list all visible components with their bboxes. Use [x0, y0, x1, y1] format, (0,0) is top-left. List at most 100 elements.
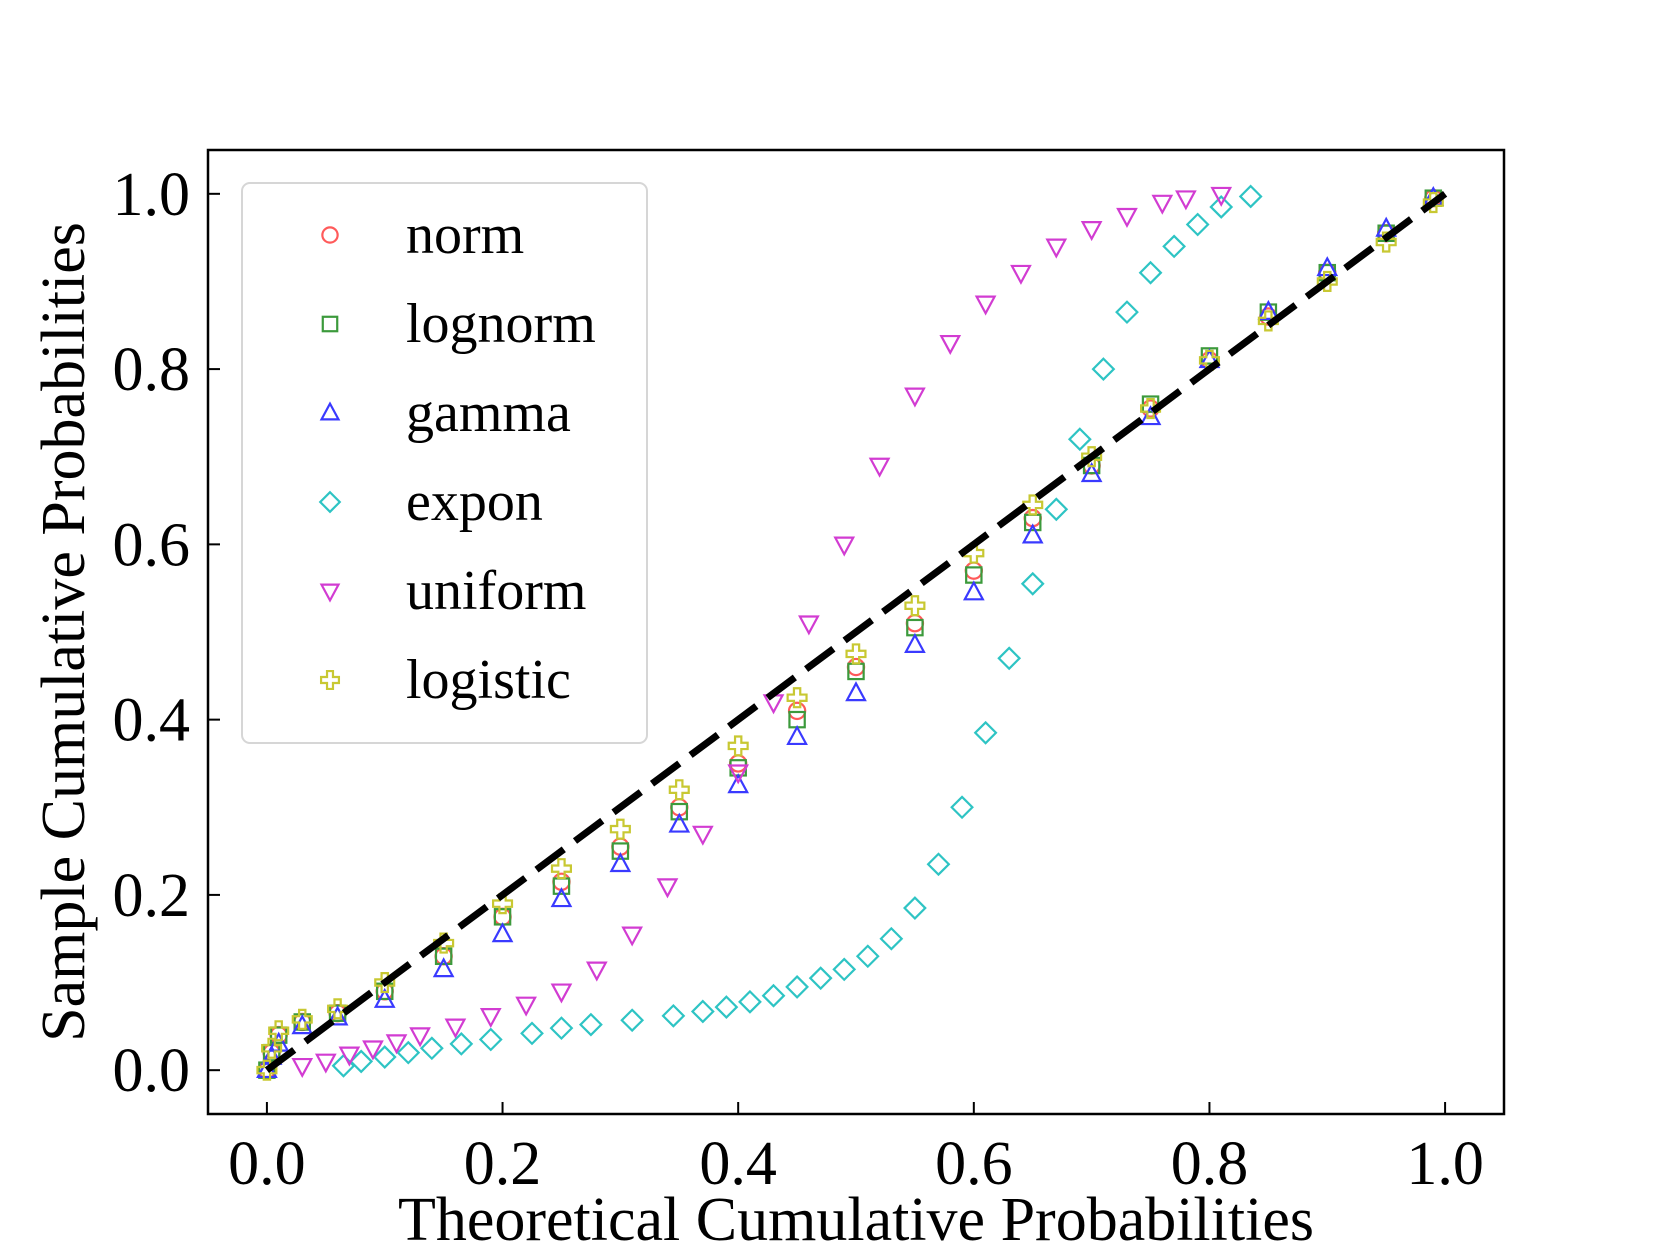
x-tick-label: 0.0 [228, 1130, 306, 1198]
data-point-expon [1115, 300, 1139, 325]
data-point-expon [1138, 260, 1163, 285]
data-point-uniform [291, 1057, 314, 1079]
data-point-expon [1185, 212, 1210, 237]
data-point-gamma [845, 681, 867, 702]
data-point-expon [903, 896, 927, 920]
data-point-uniform [362, 1040, 384, 1061]
data-point-lognorm [611, 842, 630, 860]
data-point-expon [520, 1021, 544, 1046]
data-point-expon [785, 975, 809, 999]
data-point-gamma [1257, 299, 1280, 320]
series-gamma [256, 185, 1445, 1079]
data-point-uniform [444, 1018, 467, 1039]
data-point-logistic [727, 735, 749, 757]
data-point-expon [1044, 497, 1069, 522]
data-point-expon [620, 1008, 645, 1033]
data-point-uniform [1080, 221, 1103, 242]
y-axis-ticks: 0.0 0.2 0.4 0.6 0.8 1.0 [113, 161, 220, 1105]
plot-frame [206, 148, 1506, 1116]
data-point-uniform [338, 1046, 361, 1067]
legend-label: logistic [406, 649, 571, 711]
data-point-lognorm [434, 947, 453, 966]
data-point-expon [761, 983, 786, 1008]
data-point-uniform [868, 457, 891, 478]
legend-item-gamma: gamma [319, 382, 571, 444]
data-point-expon [1020, 571, 1045, 596]
data-point-uniform [1116, 207, 1138, 228]
legend-marker-norm [321, 226, 339, 244]
data-point-expon [950, 795, 974, 820]
data-point-expon [449, 1031, 474, 1056]
data-point-logistic [1022, 494, 1044, 516]
legend-item-logistic: logistic [319, 649, 571, 711]
data-point-uniform [727, 764, 750, 785]
data-point-logistic [845, 643, 867, 665]
data-point-uniform [385, 1034, 408, 1055]
x-tick-label: 1.0 [1406, 1130, 1484, 1198]
data-point-norm [787, 701, 807, 721]
data-point-uniform [691, 825, 714, 846]
data-point-expon [1091, 357, 1116, 381]
data-point-uniform [833, 536, 856, 557]
data-point-expon [926, 852, 951, 877]
legend-marker-logistic [319, 669, 341, 691]
data-point-expon [396, 1040, 421, 1065]
data-point-uniform [974, 295, 997, 316]
data-point-uniform [621, 926, 643, 947]
data-point-uniform [939, 334, 962, 356]
data-point-uniform [479, 1007, 502, 1029]
data-point-expon [579, 1012, 603, 1037]
legend-label: expon [406, 471, 543, 533]
data-point-logistic [786, 687, 808, 709]
data-point-expon [738, 989, 762, 1014]
data-point-gamma [962, 580, 985, 601]
data-point-expon [349, 1049, 374, 1074]
legend-marker-gamma [319, 401, 341, 421]
data-markers [256, 184, 1445, 1081]
y-axis-title: Sample Cumulative Probabilities [30, 222, 98, 1042]
x-tick-label: 0.6 [935, 1130, 1013, 1198]
data-point-expon [690, 999, 715, 1024]
data-point-uniform [656, 878, 679, 899]
x-tick-label: 0.4 [699, 1130, 777, 1198]
data-point-gamma [668, 812, 691, 833]
data-point-logistic [1257, 310, 1279, 332]
data-point-gamma [326, 1005, 349, 1026]
data-point-lognorm [269, 1026, 288, 1044]
data-point-uniform [515, 996, 537, 1017]
data-point-uniform [1010, 264, 1032, 285]
series-expon [331, 184, 1263, 1078]
data-point-expon [714, 995, 739, 1019]
legend-marker-lognorm [321, 315, 339, 333]
data-point-expon [1238, 184, 1263, 209]
data-point-uniform [314, 1053, 337, 1074]
data-point-logistic [268, 1020, 290, 1042]
data-point-logistic [261, 1037, 283, 1059]
data-point-expon [855, 944, 880, 969]
y-tick-label: 0.2 [113, 862, 191, 930]
data-point-expon [1209, 195, 1234, 219]
data-point-logistic [668, 779, 690, 801]
y-tick-label: 0.0 [113, 1037, 191, 1105]
data-point-logistic [550, 858, 573, 880]
data-point-gamma [432, 957, 455, 978]
data-point-expon [808, 966, 833, 991]
data-point-expon [661, 1003, 686, 1028]
data-point-gamma [786, 724, 808, 746]
x-axis-ticks: 0.0 0.2 0.4 0.6 0.8 1.0 [228, 1102, 1484, 1198]
data-point-gamma [727, 773, 750, 794]
data-point-uniform [1210, 186, 1233, 207]
data-point-gamma [291, 1014, 314, 1035]
y-tick-label: 0.4 [113, 687, 191, 755]
legend-marker-expon [318, 490, 342, 514]
data-point-uniform [585, 961, 608, 982]
legend-marker-uniform [319, 583, 341, 603]
y-tick-label: 0.8 [113, 336, 191, 404]
legend-item-norm: norm [321, 204, 524, 266]
data-point-expon [1067, 427, 1092, 452]
series-uniform [291, 186, 1233, 1079]
data-point-gamma [1316, 256, 1339, 277]
legend-label: uniform [406, 560, 586, 622]
data-point-uniform [409, 1027, 431, 1048]
data-point-expon [549, 1016, 574, 1041]
